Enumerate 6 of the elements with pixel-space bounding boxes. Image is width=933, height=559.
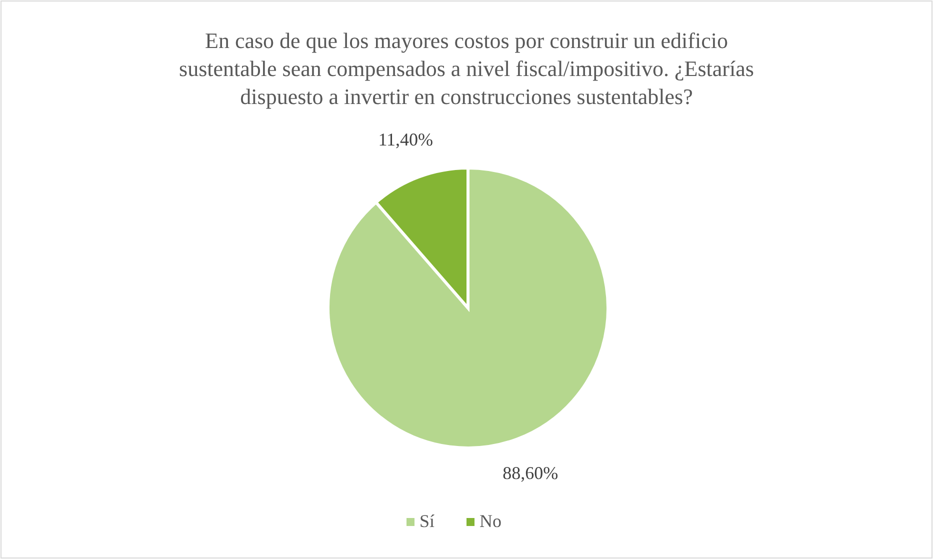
- data-label: 88,60%: [502, 462, 558, 483]
- legend-label: No: [480, 511, 502, 532]
- legend-label: Sí: [420, 511, 435, 532]
- data-label: 11,40%: [378, 129, 434, 150]
- pie-slice: [326, 166, 610, 450]
- chart-title: En caso de que los mayores costos por construir un edificio sustentable sean compensados a nivel fiscal/impositivo. ¿Estarías dispuesto a invertir en construcciones sustentables?: [179, 28, 754, 109]
